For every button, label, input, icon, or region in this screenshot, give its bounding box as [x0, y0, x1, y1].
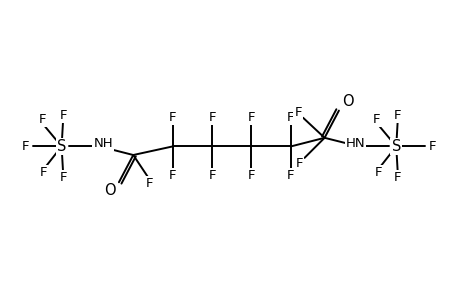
Text: F: F [208, 169, 215, 182]
Text: F: F [22, 140, 29, 153]
Text: F: F [59, 109, 67, 122]
Text: F: F [286, 169, 294, 182]
Text: F: F [39, 113, 46, 126]
Text: F: F [40, 166, 47, 179]
Text: F: F [247, 169, 255, 182]
Text: F: F [286, 111, 294, 124]
Text: F: F [372, 113, 380, 126]
Text: F: F [247, 111, 255, 124]
Text: F: F [168, 111, 176, 124]
Text: F: F [374, 166, 381, 179]
Text: F: F [393, 171, 401, 184]
Text: F: F [208, 111, 215, 124]
Text: O: O [104, 183, 116, 198]
Text: F: F [294, 106, 301, 118]
Text: F: F [393, 109, 401, 122]
Text: S: S [391, 139, 400, 154]
Text: F: F [59, 171, 67, 184]
Text: F: F [168, 169, 176, 182]
Text: NH: NH [93, 137, 113, 150]
Text: HN: HN [345, 137, 364, 150]
Text: F: F [427, 140, 435, 153]
Text: F: F [145, 177, 152, 190]
Text: S: S [57, 139, 66, 154]
Text: F: F [295, 157, 302, 170]
Text: O: O [341, 94, 353, 110]
